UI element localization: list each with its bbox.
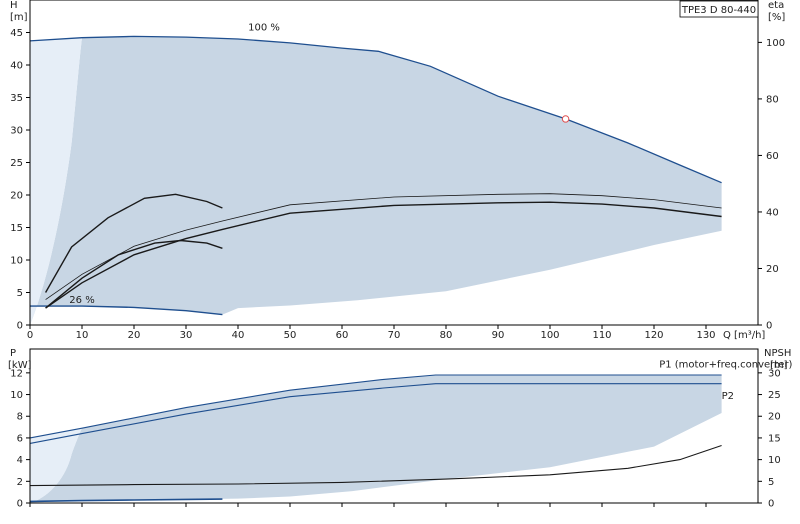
efficiency-upper-line — [45, 193, 722, 300]
x-tick-label: 90 — [492, 330, 505, 341]
power-series-line — [29, 383, 722, 444]
y-tick-label: 25 — [10, 158, 23, 169]
y-axis-unit: [kW] — [8, 360, 32, 371]
y-tick-label: 12 — [10, 368, 23, 379]
curve-annotation: 100 % — [248, 23, 280, 34]
y2-axis-label: NPSH — [764, 348, 791, 359]
power-low-flow-area — [30, 428, 82, 503]
power-range-area — [30, 375, 722, 503]
y-tick-label: 10 — [10, 256, 23, 267]
x-tick-label: 70 — [388, 330, 401, 341]
series-label: P1 (motor+freq.converter) — [659, 359, 792, 370]
y2-tick-label: 20 — [766, 264, 779, 275]
y-tick-label: 4 — [17, 455, 23, 466]
y-tick-label: 5 — [17, 288, 23, 299]
y-tick-label: 0 — [17, 499, 23, 510]
y-tick-label: 10 — [10, 390, 23, 401]
power-series-line — [29, 444, 722, 487]
y-tick-label: 2 — [17, 477, 23, 488]
y2-tick-label: 30 — [768, 368, 781, 379]
y2-tick-label: 100 — [766, 38, 785, 49]
y-tick-label: 15 — [10, 223, 23, 234]
y2-tick-label: 15 — [768, 433, 781, 444]
y2-tick-label: 40 — [766, 207, 779, 218]
x-tick-label: 110 — [592, 330, 611, 341]
series-label: P2 — [722, 391, 734, 402]
y-tick-label: 40 — [10, 61, 23, 72]
chart-title: TPE3 D 80-440 — [681, 5, 756, 16]
duty-point-marker — [561, 115, 570, 123]
y-axis-label: P — [10, 348, 16, 359]
operating-range-area — [30, 36, 722, 326]
head-efficiency-panel: 100 %26 %0 10 20 30 40 50 60 70 80 90 100 110 120 130… — [10, 0, 785, 341]
y2-tick-label: 60 — [766, 151, 779, 162]
x-tick-label: 50 — [284, 330, 297, 341]
curve-annotation: 26 % — [69, 295, 94, 306]
y-tick-label: 6 — [17, 433, 23, 444]
y2-tick-label: 5 — [768, 477, 774, 488]
y-tick-label: 35 — [10, 93, 23, 104]
y2-tick-label: 0 — [768, 499, 774, 510]
y-tick-label: 45 — [10, 28, 23, 39]
y-axis-label: H — [10, 0, 18, 11]
x-tick-label: 40 — [232, 330, 245, 341]
power-npsh-panel: P1 (motor+freq.converter) P2 0 2 4 6 8 10 12 P[kW… — [8, 348, 792, 510]
x-tick-label: 60 — [336, 330, 349, 341]
x-tick-label: 30 — [180, 330, 193, 341]
x-tick-label: 10 — [76, 330, 89, 341]
y2-axis-label: eta — [768, 0, 784, 11]
head-series-line — [44, 193, 223, 293]
y-tick-label: 30 — [10, 126, 23, 137]
x-tick-label: 0 — [27, 330, 33, 341]
y-tick-label: 0 — [17, 321, 23, 332]
y-tick-label: 20 — [10, 191, 23, 202]
y2-axis-unit: [m] — [770, 360, 788, 371]
y-axis-unit: [m] — [10, 12, 28, 23]
y2-tick-label: 20 — [768, 412, 781, 423]
head-series-line — [30, 305, 223, 316]
y2-tick-label: 25 — [768, 390, 781, 401]
x-tick-label: 80 — [440, 330, 453, 341]
power-series-line — [29, 374, 722, 439]
y-tick-label: 8 — [17, 412, 23, 423]
head-series-line — [45, 239, 223, 309]
y2-axis-unit: [%] — [768, 12, 785, 23]
y2-tick-label: 0 — [766, 321, 772, 332]
y2-tick-label: 80 — [766, 94, 779, 105]
y2-tick-label: 10 — [768, 455, 781, 466]
x-tick-label: 20 — [128, 330, 141, 341]
x-tick-label: 120 — [644, 330, 663, 341]
low-flow-area — [30, 37, 82, 325]
x-tick-label: 100 — [540, 330, 559, 341]
title-box — [679, 0, 759, 18]
head-series-line — [29, 35, 722, 184]
x-tick-label: 130 — [696, 330, 715, 341]
head-series-line — [45, 201, 722, 309]
power-series-line — [29, 498, 223, 503]
x-axis-label: Q [m³/h] — [723, 330, 765, 341]
